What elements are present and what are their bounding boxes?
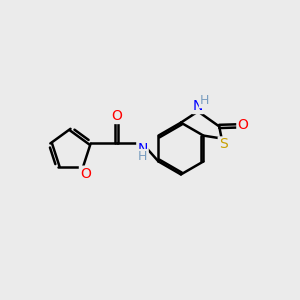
Text: N: N [193,99,203,113]
Text: O: O [80,167,91,181]
Text: N: N [137,142,148,156]
Text: H: H [138,150,147,163]
Text: S: S [219,137,227,152]
Text: O: O [237,118,248,132]
Text: H: H [200,94,209,107]
Text: O: O [111,109,122,123]
